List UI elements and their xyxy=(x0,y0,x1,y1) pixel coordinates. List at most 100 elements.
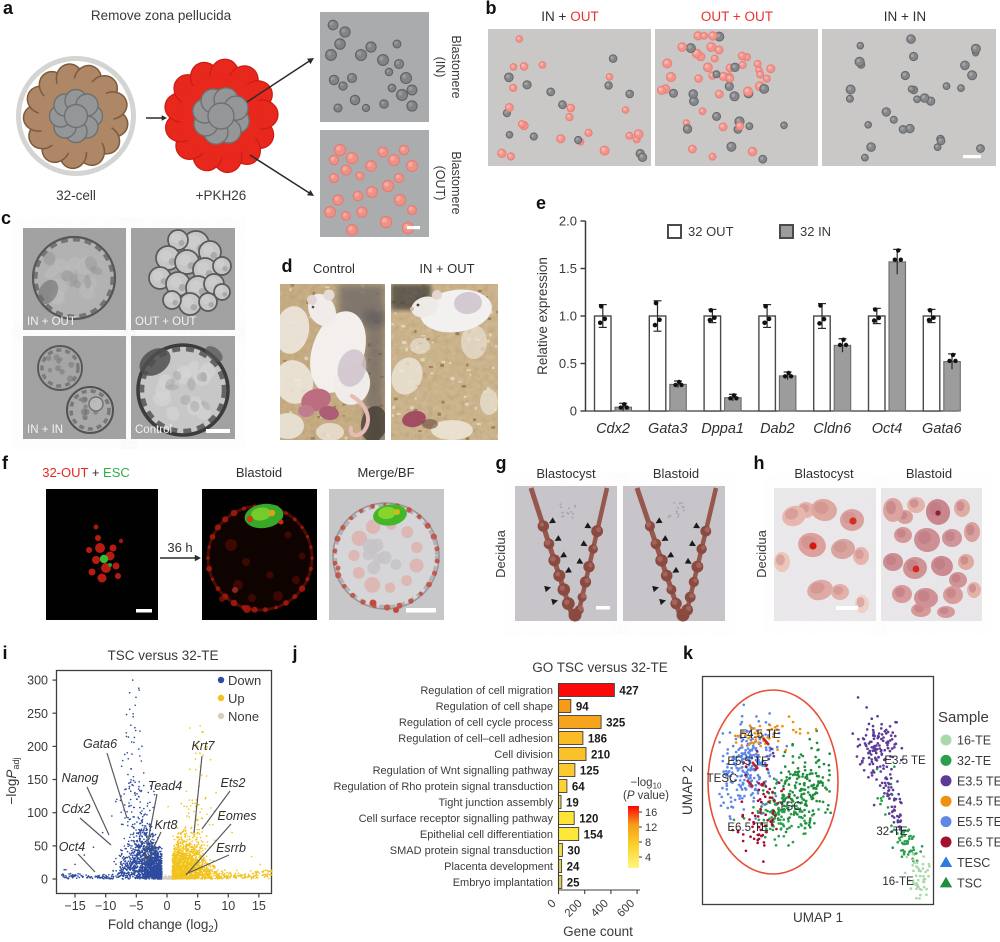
svg-text:a: a xyxy=(3,0,14,18)
svg-text:Gata6: Gata6 xyxy=(922,421,962,437)
svg-text:8: 8 xyxy=(645,837,651,849)
svg-text:j: j xyxy=(291,643,297,663)
svg-text:IN + OUT: IN + OUT xyxy=(541,9,598,24)
svg-text:Regulation of cell shape: Regulation of cell shape xyxy=(436,701,553,713)
svg-text:Control: Control xyxy=(135,424,172,436)
svg-text:325: 325 xyxy=(606,718,626,730)
svg-text:Blastoid: Blastoid xyxy=(906,466,952,481)
svg-text:Regulation of cell migration: Regulation of cell migration xyxy=(420,685,553,697)
svg-text:Blastocyst: Blastocyst xyxy=(794,466,854,481)
svg-text:TSC: TSC xyxy=(957,876,982,890)
svg-text:Blastocyst: Blastocyst xyxy=(536,466,596,481)
svg-text:200: 200 xyxy=(27,740,48,754)
svg-text:Decidua: Decidua xyxy=(493,529,508,577)
svg-text:IN + IN: IN + IN xyxy=(27,424,63,436)
svg-text:Dab2: Dab2 xyxy=(760,421,795,437)
svg-text:Cell division: Cell division xyxy=(494,749,553,761)
svg-text:50: 50 xyxy=(34,839,48,853)
svg-text:120: 120 xyxy=(579,814,598,826)
svg-text:(IN): (IN) xyxy=(433,57,447,78)
svg-text:TSC versus 32-TE: TSC versus 32-TE xyxy=(107,648,218,663)
svg-text:Epithelial cell differentiatio: Epithelial cell differentiation xyxy=(420,829,553,841)
svg-text:Placenta development: Placenta development xyxy=(444,861,553,873)
svg-text:16-TE: 16-TE xyxy=(957,734,991,748)
svg-text:24: 24 xyxy=(567,862,580,874)
svg-text:1.5: 1.5 xyxy=(559,261,577,276)
svg-text:SMAD protein signal transducti: SMAD protein signal transduction xyxy=(390,845,553,857)
svg-text:36 h: 36 h xyxy=(167,540,192,555)
svg-text:Oct4: Oct4 xyxy=(872,421,903,437)
svg-text:+PKH26: +PKH26 xyxy=(196,188,247,203)
svg-text:Regulation of Rho protein sign: Regulation of Rho protein signal transdu… xyxy=(333,781,553,793)
svg-text:5: 5 xyxy=(194,899,201,913)
svg-text:IN + OUT: IN + OUT xyxy=(27,316,76,328)
svg-text:UMAP 2: UMAP 2 xyxy=(680,765,695,815)
svg-text:100: 100 xyxy=(27,806,48,820)
svg-text:Cldn6: Cldn6 xyxy=(813,421,852,437)
svg-text:25: 25 xyxy=(567,878,580,890)
svg-text:Cell surface receptor signalli: Cell surface receptor signalling pathway xyxy=(359,813,554,825)
svg-text:Oct4: Oct4 xyxy=(59,840,85,854)
svg-text:i: i xyxy=(2,643,7,663)
svg-text:Dppa1: Dppa1 xyxy=(701,421,744,437)
svg-text:1.0: 1.0 xyxy=(559,309,577,324)
svg-text:−15: −15 xyxy=(64,899,85,913)
svg-text:150: 150 xyxy=(27,773,48,787)
svg-text:−10: −10 xyxy=(95,899,116,913)
svg-text:b: b xyxy=(486,0,497,18)
svg-text:Regulation of Wnt signalling p: Regulation of Wnt signalling pathway xyxy=(373,765,554,777)
svg-text:Blastoid: Blastoid xyxy=(236,465,282,480)
svg-text:Control: Control xyxy=(313,261,355,276)
svg-text:Esrrb: Esrrb xyxy=(216,841,246,855)
svg-text:Gene count: Gene count xyxy=(563,924,633,939)
svg-text:210: 210 xyxy=(591,750,610,762)
svg-text:GO TSC versus 32-TE: GO TSC versus 32-TE xyxy=(532,660,668,675)
svg-text:125: 125 xyxy=(580,766,600,778)
svg-text:32 IN: 32 IN xyxy=(800,224,831,239)
svg-text:19: 19 xyxy=(566,798,579,810)
svg-text:Sample: Sample xyxy=(938,709,989,726)
svg-text:Nanog: Nanog xyxy=(62,771,99,785)
svg-text:TSC: TSC xyxy=(779,801,802,813)
svg-text:16: 16 xyxy=(645,807,657,819)
svg-text:(P value): (P value) xyxy=(623,790,669,802)
svg-text:OUT + OUT: OUT + OUT xyxy=(701,9,773,24)
svg-text:E6.5 TE: E6.5 TE xyxy=(727,822,769,834)
svg-text:E4.5 TE: E4.5 TE xyxy=(739,729,781,741)
svg-text:Krt8: Krt8 xyxy=(155,818,178,832)
svg-text:32-TE: 32-TE xyxy=(957,754,991,768)
svg-text:4: 4 xyxy=(645,852,651,864)
svg-text:32-TE: 32-TE xyxy=(876,826,908,838)
svg-text:94: 94 xyxy=(576,702,589,714)
svg-text:E5.5 TE: E5.5 TE xyxy=(727,756,769,768)
svg-text:Gata6: Gata6 xyxy=(83,737,117,751)
svg-text:64: 64 xyxy=(572,782,585,794)
svg-text:32 OUT: 32 OUT xyxy=(688,224,734,239)
svg-text:0: 0 xyxy=(570,404,577,419)
svg-text:Down: Down xyxy=(228,673,261,688)
svg-text:g: g xyxy=(496,453,507,473)
svg-text:UMAP 1: UMAP 1 xyxy=(793,910,843,925)
svg-text:427: 427 xyxy=(619,686,638,698)
svg-text:16-TE: 16-TE xyxy=(882,876,914,888)
svg-text:Fold change (log2): Fold change (log2) xyxy=(108,917,218,935)
svg-text:Cdx2: Cdx2 xyxy=(61,802,90,816)
svg-text:2.0: 2.0 xyxy=(559,214,577,229)
svg-text:E4.5 TE: E4.5 TE xyxy=(957,795,1000,809)
svg-text:None: None xyxy=(228,709,259,724)
svg-text:Blastomere: Blastomere xyxy=(449,35,463,98)
svg-text:Gata3: Gata3 xyxy=(648,421,688,437)
svg-text:f: f xyxy=(2,453,9,473)
svg-text:Blastomere: Blastomere xyxy=(449,151,463,214)
svg-text:Regulation of cell cycle proce: Regulation of cell cycle process xyxy=(399,717,554,729)
svg-text:15: 15 xyxy=(252,899,266,913)
svg-text:10: 10 xyxy=(221,899,235,913)
svg-text:c: c xyxy=(1,208,11,228)
svg-text:h: h xyxy=(754,453,765,473)
svg-text:0: 0 xyxy=(41,873,48,887)
svg-text:Blastoid: Blastoid xyxy=(653,466,699,481)
svg-text:E6.5 TE: E6.5 TE xyxy=(957,836,1000,850)
svg-text:30: 30 xyxy=(567,846,580,858)
svg-text:OUT + OUT: OUT + OUT xyxy=(135,316,196,328)
svg-text:−5: −5 xyxy=(129,899,143,913)
